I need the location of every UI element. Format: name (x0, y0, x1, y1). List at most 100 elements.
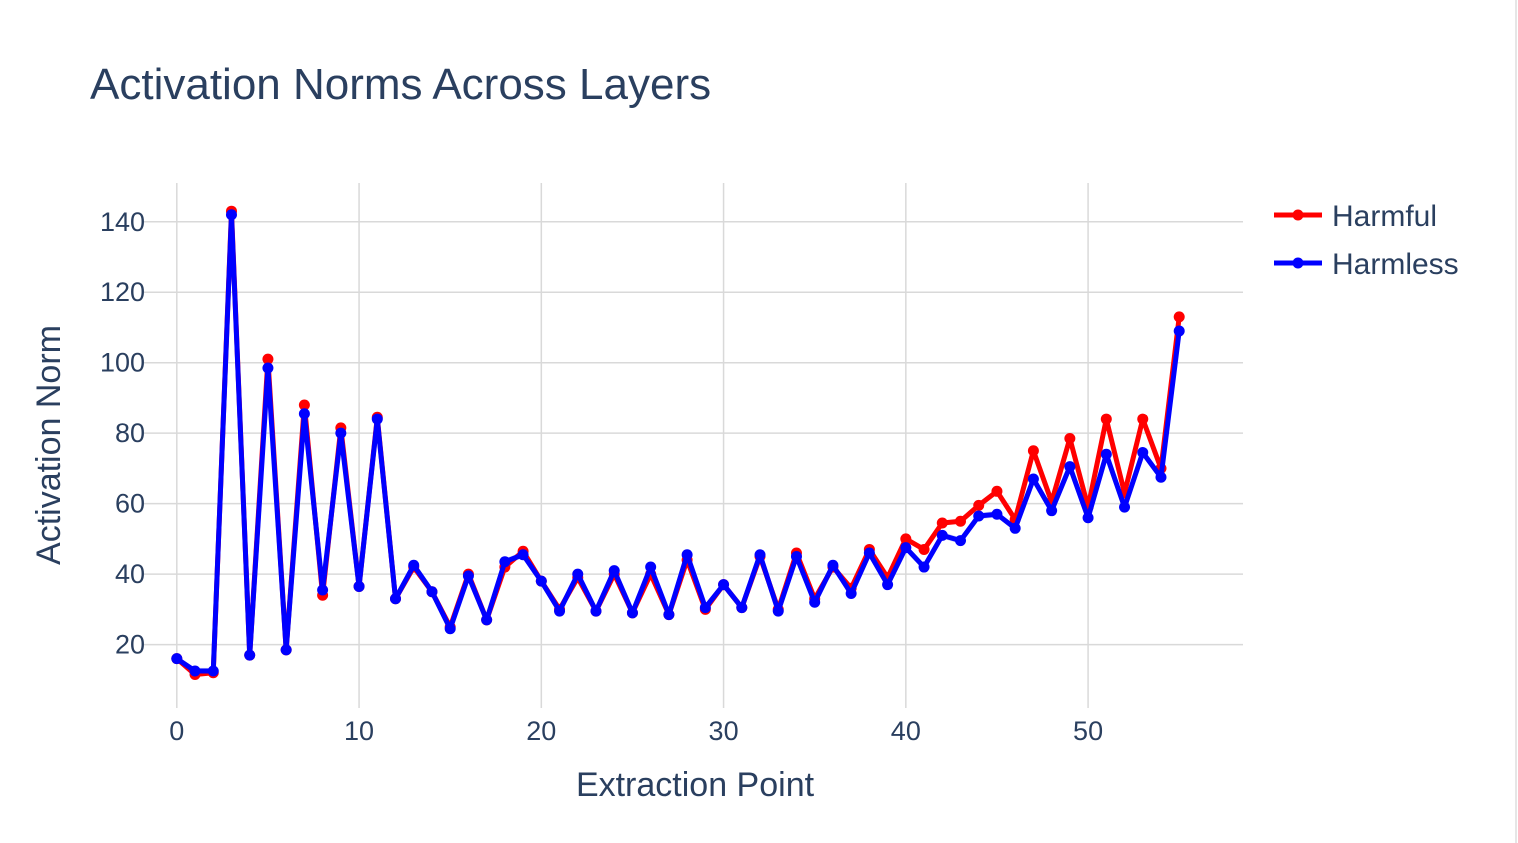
harmless-point (863, 547, 875, 559)
harmless-point (280, 644, 292, 656)
harmless-point (171, 653, 183, 665)
harmless-point (772, 605, 784, 617)
x-tick-label: 0 (169, 716, 184, 746)
harmless-point (244, 649, 256, 661)
harmless-point (1100, 448, 1112, 460)
harmless-point (353, 580, 365, 592)
harmless-point (1046, 505, 1058, 517)
y-tick-label: 40 (115, 559, 145, 589)
y-tick-label: 20 (115, 630, 145, 660)
harmful-point (1027, 445, 1039, 457)
harmless-point (1137, 447, 1149, 459)
x-tick-label: 10 (344, 716, 374, 746)
harmless-point (809, 596, 821, 608)
legend[interactable]: Harmful Harmless (1274, 200, 1459, 281)
harmless-point (390, 593, 402, 605)
harmless-point (535, 575, 547, 587)
harmless-point (298, 408, 310, 420)
harmless-point (371, 413, 383, 425)
harmless-point (499, 556, 511, 568)
harmless-point (845, 587, 857, 599)
harmless-point (827, 559, 839, 571)
harmless-confidence-band (176, 211, 1180, 675)
legend-item-harmful[interactable]: Harmful (1274, 200, 1437, 233)
series-harmless (171, 209, 1185, 677)
grid (144, 183, 1243, 708)
chart-title: Activation Norms Across Layers (90, 60, 711, 109)
y-tick-label: 80 (115, 418, 145, 448)
harmless-point (973, 510, 985, 522)
harmless-point (189, 665, 201, 677)
legend-label-harmful: Harmful (1332, 200, 1437, 233)
legend-item-harmless[interactable]: Harmless (1274, 248, 1459, 281)
harmless-point (936, 529, 948, 541)
harmless-point (790, 550, 802, 562)
x-tick-label: 50 (1073, 716, 1103, 746)
harmless-point (718, 579, 730, 591)
legend-label-harmless: Harmless (1332, 248, 1459, 281)
x-axis-title: Extraction Point (576, 766, 815, 804)
harmless-point (317, 584, 329, 596)
harmless-point (1155, 471, 1167, 483)
y-tick-label: 120 (100, 277, 145, 307)
harmless-point (955, 535, 967, 547)
harmful-point (1137, 413, 1149, 425)
harmless-point (1082, 512, 1094, 524)
y-tick-label: 100 (100, 348, 145, 378)
harmless-point (1173, 325, 1185, 337)
harmless-point (754, 549, 766, 561)
harmless-point (426, 586, 438, 598)
harmful-point (973, 499, 985, 511)
x-tick-label: 40 (891, 716, 921, 746)
harmful-point (262, 353, 274, 365)
tick-labels: 0 10 20 30 40 50 20 40 60 80 100 120 140 (100, 207, 1103, 746)
harmful-point (991, 485, 1003, 497)
harmless-point (882, 579, 894, 591)
y-axis-title: Activation Norm (30, 325, 68, 565)
harmful-point (900, 533, 912, 545)
harmless-point (1009, 522, 1021, 534)
harmful-point (1100, 413, 1112, 425)
harmless-point (1064, 461, 1076, 473)
harmless-point (699, 602, 711, 614)
harmless-point (554, 605, 566, 617)
harmless-point (207, 665, 219, 677)
harmless-line (175, 212, 1182, 674)
x-tick-label: 20 (526, 716, 556, 746)
x-tick-label: 30 (709, 716, 739, 746)
harmless-point (991, 508, 1003, 520)
series-harmful (171, 205, 1185, 681)
harmless-point (736, 602, 748, 614)
harmless-band (176, 211, 1180, 675)
legend-marker-harmless (1292, 257, 1304, 269)
harmless-point (444, 623, 456, 635)
harmless-point (225, 209, 237, 221)
harmless-point (626, 607, 638, 619)
harmless-point (900, 542, 912, 554)
harmless-point (262, 362, 274, 374)
harmful-point (298, 399, 310, 411)
harmless-point (645, 561, 657, 573)
harmless-point (608, 565, 620, 577)
y-tick-label: 140 (100, 207, 145, 237)
harmful-point (918, 543, 930, 555)
harmless-point (335, 427, 347, 439)
harmless-point (572, 568, 584, 580)
harmful-point (1173, 311, 1185, 323)
harmless-point (481, 614, 493, 626)
y-tick-label: 60 (115, 489, 145, 519)
series-lines (171, 205, 1185, 681)
harmless-point (918, 561, 930, 573)
harmless-point (517, 549, 529, 561)
harmful-point (955, 515, 967, 527)
harmful-point (936, 517, 948, 529)
legend-marker-harmful (1292, 209, 1304, 221)
harmless-point (590, 605, 602, 617)
harmful-point (1064, 432, 1076, 444)
harmless-point (1119, 501, 1131, 513)
harmless-point (408, 559, 420, 571)
harmless-point (462, 570, 474, 582)
harmful-line (175, 208, 1182, 678)
harmless-point (681, 549, 693, 561)
